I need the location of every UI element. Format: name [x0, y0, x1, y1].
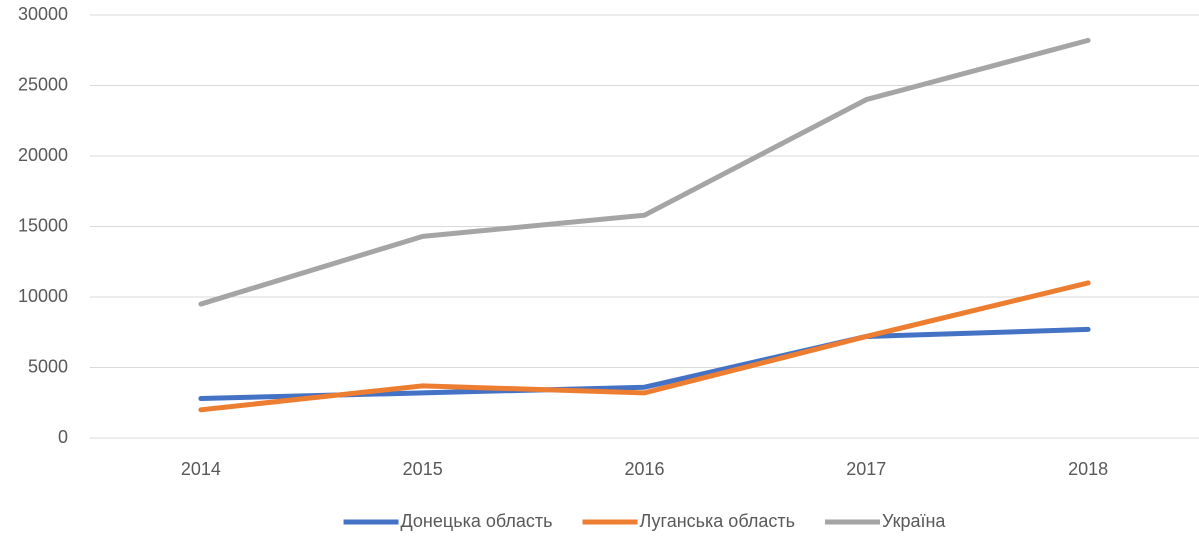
- y-tick-label: 10000: [18, 286, 68, 306]
- legend-label: Луганська область: [640, 511, 795, 531]
- y-tick-label: 15000: [18, 215, 68, 235]
- x-tick-label: 2017: [846, 459, 886, 479]
- legend-label: Україна: [882, 511, 946, 531]
- x-tick-label: 2014: [181, 459, 221, 479]
- y-tick-label: 20000: [18, 145, 68, 165]
- x-tick-label: 2018: [1068, 459, 1108, 479]
- series-line: [198, 280, 1091, 413]
- y-tick-label: 5000: [28, 356, 68, 376]
- series-line: [198, 326, 1091, 402]
- y-tick-label: 25000: [18, 74, 68, 94]
- y-tick-label: 30000: [18, 4, 68, 24]
- x-tick-label: 2015: [403, 459, 443, 479]
- y-tick-label: 0: [58, 427, 68, 447]
- legend-label: Донецька область: [401, 511, 553, 531]
- series-line: [198, 37, 1091, 307]
- x-tick-label: 2016: [624, 459, 664, 479]
